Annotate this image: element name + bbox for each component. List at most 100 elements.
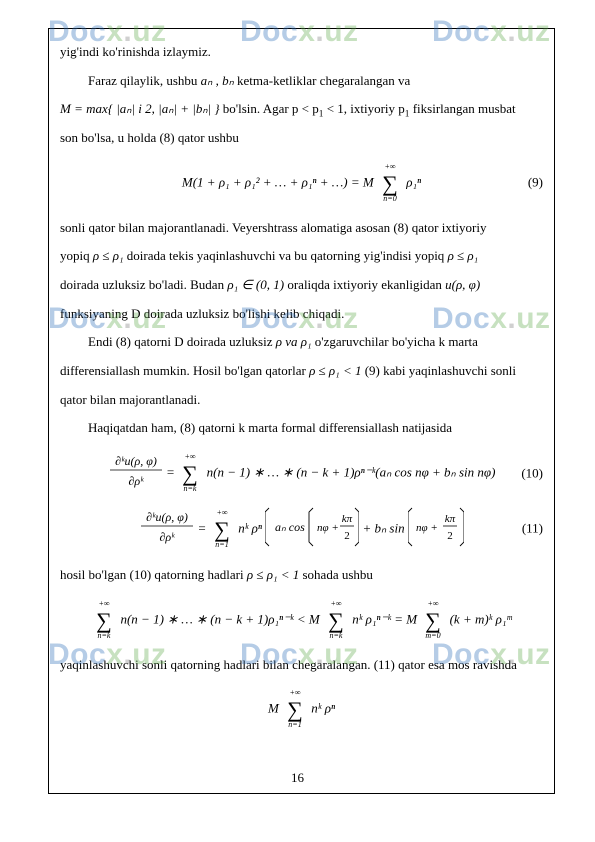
line-1: yig'indi ko'rinishda izlaymiz.	[60, 40, 543, 65]
line-2a: Faraz qilaylik, ushbu	[88, 73, 201, 88]
sum-symbol-ineq2: +∞ ∑ n=k	[323, 598, 349, 643]
svg-text:∂ρᵏ: ∂ρᵏ	[160, 530, 176, 544]
svg-text:∂ᵏu(ρ, φ): ∂ᵏu(ρ, φ)	[146, 510, 188, 524]
line-13b: sohada ushbu	[303, 567, 373, 582]
line-3a: bo'lsin. Agar p < p	[223, 101, 319, 116]
sum-symbol-ineq1: +∞ ∑ n=k	[91, 598, 117, 643]
svg-text:+∞: +∞	[330, 599, 341, 608]
line-7: doirada uzluksiz bo'ladi. Budan ρ₁ ∈ (0,…	[60, 273, 543, 298]
page-number: 16	[291, 770, 304, 786]
line-10b: (9) kabi yaqinlashuvchi sonli	[365, 363, 516, 378]
eq9-lhs: M(1 + ρ₁ + ρ₁² + … + ρ₁ⁿ + …) = M	[182, 174, 374, 189]
final-M: M	[268, 701, 279, 716]
svg-text:∂ᵏu(ρ, φ): ∂ᵏu(ρ, φ)	[115, 454, 157, 468]
svg-text:n=0: n=0	[383, 194, 396, 201]
rho-le-rho1-b: ρ ≤ ρ₁	[448, 248, 479, 263]
sum-symbol-ineq3: +∞ ∑ m=0	[420, 598, 446, 643]
svg-text:∂ρᵏ: ∂ρᵏ	[128, 474, 144, 488]
rho-va-rho1: ρ va ρ₁	[276, 334, 312, 349]
svg-text:+∞: +∞	[185, 452, 196, 461]
rho-le-rho1-lt1-b: ρ ≤ ρ₁ < 1	[247, 567, 299, 582]
line-8: funksiyaning D doirada uzluksiz bo'lishi…	[60, 302, 543, 327]
rho1-in-01: ρ₁ ∈ (0, 1)	[227, 277, 284, 292]
svg-text:+∞: +∞	[216, 508, 227, 517]
ineq-a: n(n − 1) ∗ … ∗ (n − k + 1)ρ₁ⁿ⁻ᵏ < M	[120, 611, 319, 626]
svg-text:n=1: n=1	[288, 720, 301, 727]
final-body: nᵏ ρⁿ	[311, 701, 335, 716]
svg-text:n=k: n=k	[184, 484, 197, 491]
line-3c: fiksirlangan musbat	[413, 101, 516, 116]
frac-dku: ∂ᵏu(ρ, φ) ∂ρᵏ	[108, 451, 164, 496]
line-5: sonli qator bilan majorantlanadi. Veyers…	[60, 216, 543, 241]
svg-text:∑: ∑	[426, 608, 442, 633]
rho-le-rho1-lt1-a: ρ ≤ ρ₁ < 1	[309, 363, 361, 378]
line-6: yopiq ρ ≤ ρ₁ doirada tekis yaqinlashuvch…	[60, 244, 543, 269]
bracket-2: nφ + kπ 2	[408, 506, 464, 553]
line-7b: oraliqda ixtiyoriy ekanligidan	[287, 277, 445, 292]
line-13a: hosil bo'lgan (10) qatorning hadlari	[60, 567, 247, 582]
svg-text:+∞: +∞	[384, 162, 395, 171]
svg-text:2: 2	[447, 530, 453, 542]
eq10-num: (10)	[521, 465, 543, 482]
svg-text:∑: ∑	[183, 461, 199, 486]
line-3b: < 1, ixtiyoriy p	[327, 101, 405, 116]
line-14: yaqinlashuvchi sonli qatorning hadlari b…	[60, 653, 543, 678]
svg-text:nφ +: nφ +	[317, 522, 339, 534]
eq11-a: nᵏ ρⁿ	[238, 520, 262, 535]
svg-text:∑: ∑	[96, 608, 112, 633]
svg-text:kπ: kπ	[445, 513, 456, 525]
line-10: differensiallash mumkin. Hosil bo'lgan q…	[60, 359, 543, 384]
line-3: M = max{ |aₙ| i 2, |aₙ| + |bₙ| } bo'lsin…	[60, 97, 543, 122]
u-rho-phi: u(ρ, φ)	[445, 277, 480, 292]
svg-text:2: 2	[344, 530, 350, 542]
svg-text:+∞: +∞	[99, 599, 110, 608]
svg-text:m=0: m=0	[426, 631, 441, 638]
line-9b: o'zgaruvchilar bo'yicha k marta	[315, 334, 478, 349]
final-sum: M +∞ ∑ n=1 nᵏ ρⁿ	[60, 687, 543, 732]
line-6b: doirada tekis yaqinlashuvchi va bu qator…	[127, 248, 448, 263]
svg-text:∑: ∑	[287, 697, 303, 722]
line-11: qator bilan majorantlanadi.	[60, 388, 543, 413]
svg-text:kπ: kπ	[342, 513, 353, 525]
svg-text:∑: ∑	[382, 171, 398, 196]
ineq-b: nᵏ ρ₁ⁿ⁻ᵏ = M	[352, 611, 417, 626]
eq11-num: (11)	[522, 521, 543, 538]
line-2: Faraz qilaylik, ushbu aₙ , bₙ ketma-ketl…	[60, 69, 543, 94]
svg-text:nφ +: nφ +	[416, 522, 438, 534]
frac-dku-2: ∂ᵏu(ρ, φ) ∂ρᵏ	[139, 507, 195, 552]
sum-symbol-9: +∞ ∑ n=0	[377, 161, 403, 206]
eq9-rhs: ρ₁ⁿ	[406, 174, 421, 189]
svg-text:+∞: +∞	[289, 688, 300, 697]
rho-le-rho1-a: ρ ≤ ρ₁	[93, 248, 124, 263]
line-2b: ketma-ketliklar chegaralangan va	[237, 73, 410, 88]
line-6a: yopiq	[60, 248, 93, 263]
bracket-1: aₙ cos nφ + kπ 2	[265, 506, 359, 553]
inline-ab: aₙ , bₙ	[201, 73, 234, 88]
svg-text:aₙ cos: aₙ cos	[275, 520, 305, 534]
line-9: Endi (8) qatorni D doirada uzluksiz ρ va…	[60, 330, 543, 355]
line-12: Haqiqatdan ham, (8) qatorni k marta form…	[60, 416, 543, 441]
svg-text:∑: ∑	[214, 517, 230, 542]
eq9-num: (9)	[528, 175, 543, 192]
sum-symbol-final: +∞ ∑ n=1	[282, 687, 308, 732]
line-4: son bo'lsa, u holda (8) qator ushbu	[60, 126, 543, 151]
line-13: hosil bo'lgan (10) qatorning hadlari ρ ≤…	[60, 563, 543, 588]
svg-text:n=k: n=k	[98, 631, 111, 638]
equation-11: ∂ᵏu(ρ, φ) ∂ρᵏ = +∞ ∑ n=1 nᵏ ρⁿ aₙ cos nφ…	[60, 506, 543, 553]
ineq-c: (k + m)ᵏ ρ₁ᵐ	[450, 611, 512, 626]
page-content: yig'indi ko'rinishda izlaymiz. Faraz qil…	[60, 40, 543, 782]
svg-text:+∞: +∞	[428, 599, 439, 608]
svg-text:∑: ∑	[328, 608, 344, 633]
sum-symbol-11: +∞ ∑ n=1	[209, 507, 235, 552]
equation-9: M(1 + ρ₁ + ρ₁² + … + ρ₁ⁿ + …) = M +∞ ∑ n…	[60, 161, 543, 206]
svg-text:n=1: n=1	[215, 540, 228, 547]
inequality-line: +∞ ∑ n=k n(n − 1) ∗ … ∗ (n − k + 1)ρ₁ⁿ⁻ᵏ…	[60, 598, 543, 643]
svg-text:n=k: n=k	[329, 631, 342, 638]
sum-symbol-10: +∞ ∑ n=k	[177, 451, 203, 496]
equation-10: ∂ᵏu(ρ, φ) ∂ρᵏ = +∞ ∑ n=k n(n − 1) ∗ … ∗ …	[60, 451, 543, 496]
inline-max: M = max{ |aₙ| i 2, |aₙ| + |bₙ| }	[60, 101, 220, 116]
eq10-body: n(n − 1) ∗ … ∗ (n − k + 1)ρⁿ⁻ᵏ(aₙ cos nφ…	[207, 465, 496, 480]
line-7a: doirada uzluksiz bo'ladi. Budan	[60, 277, 227, 292]
line-9a: Endi (8) qatorni D doirada uzluksiz	[88, 334, 276, 349]
eq11-c: + bₙ sin	[362, 520, 404, 535]
